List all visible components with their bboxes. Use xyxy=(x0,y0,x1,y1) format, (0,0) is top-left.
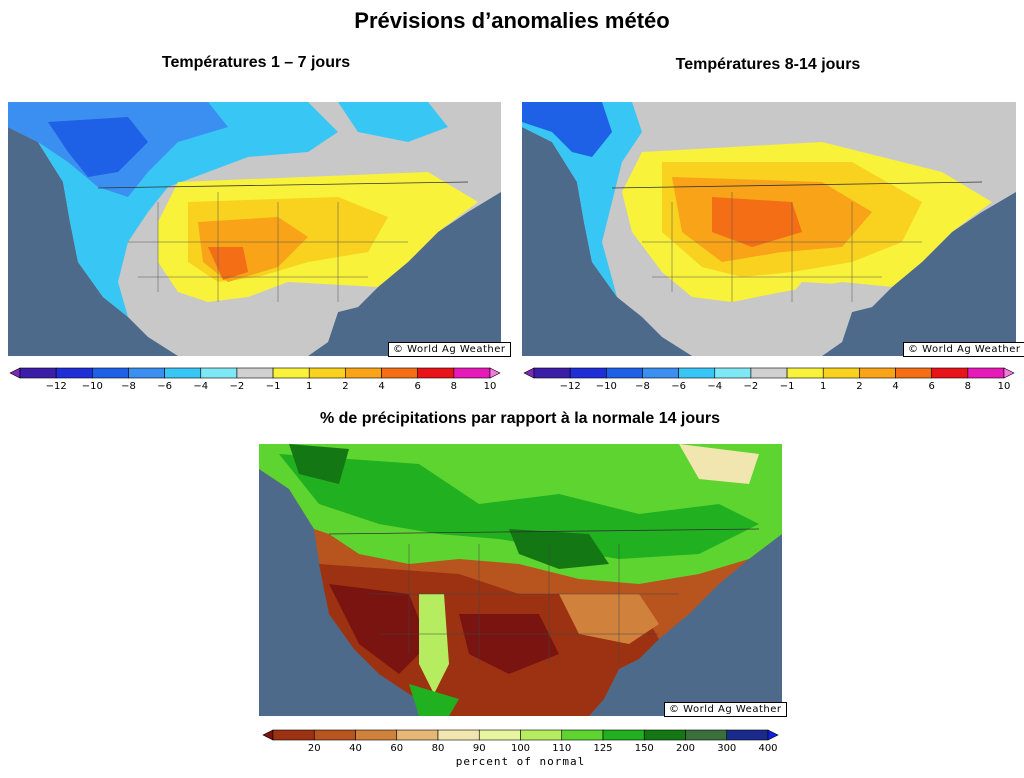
legend-tick-label: 100 xyxy=(511,743,530,754)
legend-tick-label: −10 xyxy=(596,381,617,392)
legend-color-swatch xyxy=(895,367,932,379)
legend-color-swatch xyxy=(381,367,418,379)
panel-1-subtitle: Températures 1 – 7 jours xyxy=(161,54,351,71)
legend-color-swatch xyxy=(602,729,645,741)
page-title: Prévisions d’anomalies météo xyxy=(354,8,670,33)
temperature-8-14-days-map xyxy=(522,102,1016,356)
legend-color-swatch xyxy=(396,729,439,741)
legend-tick-label: 10 xyxy=(998,381,1011,392)
legend-tick-label: 110 xyxy=(552,743,571,754)
legend-color-swatch xyxy=(822,367,860,379)
legend-tick-label: 4 xyxy=(892,381,898,392)
legend-tick-label: −1 xyxy=(780,381,795,392)
legend-tick-label: 400 xyxy=(758,743,777,754)
legend-color-swatch xyxy=(523,367,535,379)
legend-color-swatch xyxy=(272,367,310,379)
legend-color-swatch xyxy=(714,367,752,379)
legend-tick-label: 80 xyxy=(432,743,445,754)
legend-tick-label: 1 xyxy=(306,381,312,392)
legend-color-swatch xyxy=(355,729,398,741)
legend-tick-label: 20 xyxy=(308,743,321,754)
legend-tick-label: −8 xyxy=(121,381,136,392)
legend-color-swatch xyxy=(520,729,563,741)
precipitation-legend: 2040608090100110125150200300400600 xyxy=(262,729,779,754)
legend-tick-label: 200 xyxy=(676,743,695,754)
legend-color-swatch xyxy=(767,729,779,741)
legend-color-swatch xyxy=(750,367,788,379)
legend-color-swatch xyxy=(726,729,769,741)
legend-color-swatch xyxy=(272,729,315,741)
legend-color-swatch xyxy=(606,367,643,379)
legend-color-swatch xyxy=(19,367,57,379)
legend-color-swatch xyxy=(643,729,686,741)
legend-color-swatch xyxy=(313,729,356,741)
legend-color-swatch xyxy=(1003,367,1015,379)
legend-color-swatch xyxy=(308,367,346,379)
legend-tick-label: 2 xyxy=(856,381,862,392)
legend-color-swatch xyxy=(200,367,238,379)
map-2-credit: © World Ag Weather xyxy=(903,342,1024,357)
legend-tick-label: 90 xyxy=(473,743,486,754)
legend-color-swatch xyxy=(345,367,382,379)
legend-tick-label: 125 xyxy=(593,743,612,754)
legend-color-swatch xyxy=(236,367,274,379)
legend-tick-label: −6 xyxy=(671,381,686,392)
legend-tick-label: 1 xyxy=(820,381,826,392)
legend-tick-label: 300 xyxy=(717,743,736,754)
legend-color-swatch xyxy=(685,729,728,741)
legend-color-swatch xyxy=(9,367,21,379)
legend-tick-label: −1 xyxy=(266,381,281,392)
legend-color-swatch xyxy=(128,367,165,379)
legend-color-swatch xyxy=(262,729,274,741)
legend-color-swatch xyxy=(453,367,491,379)
legend-tick-label: 8 xyxy=(451,381,457,392)
legend-color-swatch xyxy=(561,729,604,741)
map-1-credit: © World Ag Weather xyxy=(388,342,511,357)
legend-tick-label: −2 xyxy=(230,381,245,392)
legend-color-swatch xyxy=(164,367,202,379)
panel-2-subtitle: Températures 8-14 jours xyxy=(675,56,861,73)
legend-color-swatch xyxy=(533,367,571,379)
legend-color-swatch xyxy=(786,367,824,379)
legend-color-swatch xyxy=(417,367,455,379)
legend-tick-label: 8 xyxy=(965,381,971,392)
legend-tick-label: −4 xyxy=(193,381,208,392)
legend-color-swatch xyxy=(437,729,480,741)
legend-color-swatch xyxy=(642,367,679,379)
map-3-credit: © World Ag Weather xyxy=(664,702,787,717)
legend-tick-label: −2 xyxy=(744,381,759,392)
legend-tick-label: −8 xyxy=(635,381,650,392)
legend-color-swatch xyxy=(678,367,716,379)
panel-3-subtitle: % de précipitations par rapport à la nor… xyxy=(319,410,721,427)
temperature-1-7-days-map xyxy=(8,102,501,356)
temperature-8-14-legend: −12−10−8−6−4−2−1124681012 xyxy=(523,367,1015,392)
temperature-1-7-legend: −12−10−8−6−4−2−1124681012 xyxy=(9,367,501,392)
legend-color-swatch xyxy=(55,367,93,379)
legend-color-swatch xyxy=(967,367,1005,379)
legend-tick-label: 60 xyxy=(390,743,403,754)
legend-tick-label: 6 xyxy=(929,381,935,392)
legend-tick-label: 10 xyxy=(484,381,497,392)
legend-tick-label: −12 xyxy=(46,381,67,392)
legend-color-swatch xyxy=(931,367,969,379)
legend-tick-label: 4 xyxy=(378,381,384,392)
precipitation-14-days-map xyxy=(259,444,782,716)
legend-color-swatch xyxy=(92,367,129,379)
legend-tick-label: −4 xyxy=(707,381,722,392)
legend-tick-label: −10 xyxy=(82,381,103,392)
legend-color-swatch xyxy=(859,367,896,379)
legend-tick-label: 40 xyxy=(349,743,362,754)
legend-color-swatch xyxy=(489,367,501,379)
legend-tick-label: −6 xyxy=(157,381,172,392)
legend-color-swatch xyxy=(478,729,521,741)
legend-tick-label: −12 xyxy=(560,381,581,392)
legend-color-swatch xyxy=(569,367,607,379)
legend-tick-label: 2 xyxy=(342,381,348,392)
precipitation-legend-caption: percent of normal xyxy=(455,755,586,768)
legend-tick-label: 6 xyxy=(415,381,421,392)
legend-tick-label: 150 xyxy=(635,743,654,754)
